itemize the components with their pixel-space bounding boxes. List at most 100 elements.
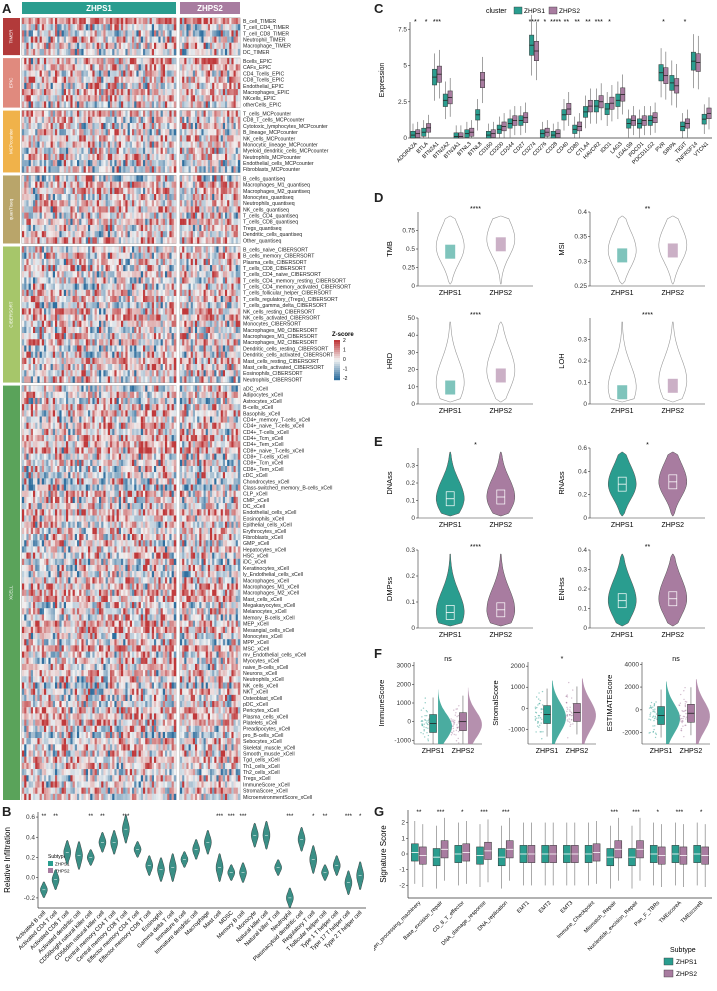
heatmap-cell bbox=[94, 129, 97, 136]
heatmap-cell bbox=[107, 82, 111, 90]
heatmap-cell bbox=[57, 30, 60, 37]
heatmap-cell bbox=[143, 160, 146, 167]
heatmap-cell bbox=[35, 141, 38, 148]
heatmap-cell bbox=[90, 181, 93, 188]
heatmap-cell bbox=[35, 122, 38, 130]
heatmap-cell bbox=[212, 265, 215, 272]
heatmap-cell bbox=[99, 135, 102, 142]
heatmap-cell bbox=[216, 129, 219, 136]
heatmap-cell bbox=[235, 289, 239, 297]
heatmap-cell bbox=[182, 166, 185, 173]
heatmap-cell bbox=[171, 206, 174, 213]
heatmap-cell bbox=[140, 308, 144, 315]
heatmap-cell bbox=[110, 95, 113, 102]
heatmap-cell bbox=[121, 314, 124, 321]
heatmap-cell bbox=[35, 308, 38, 315]
heatmap-cell bbox=[63, 224, 67, 232]
heatmap-cell bbox=[235, 70, 239, 77]
heatmap-cell bbox=[52, 246, 56, 253]
heatmap-row bbox=[22, 24, 241, 31]
heatmap-cell bbox=[57, 110, 60, 117]
heatmap-cell bbox=[90, 295, 93, 303]
heatmap-cell bbox=[218, 200, 221, 207]
heatmap-cell bbox=[173, 295, 177, 303]
heatmap-cell bbox=[214, 231, 217, 238]
heatmap-cell bbox=[210, 116, 213, 124]
heatmap-cell bbox=[140, 42, 144, 50]
heatmap-cell bbox=[165, 283, 168, 290]
heatmap-cell bbox=[110, 218, 113, 226]
heatmap-cell bbox=[114, 95, 117, 102]
heatmap-cell bbox=[28, 181, 31, 188]
heatmap-cell bbox=[46, 308, 49, 315]
heatmap-row bbox=[22, 295, 241, 303]
heatmap-cell bbox=[225, 110, 228, 117]
heatmap-cell bbox=[149, 295, 152, 303]
heatmap-cell bbox=[48, 295, 51, 303]
heatmap-cell bbox=[190, 200, 194, 207]
heatmap-cell bbox=[57, 153, 60, 161]
heatmap-cell bbox=[50, 122, 53, 130]
heatmap-cell bbox=[180, 18, 183, 25]
heatmap-cell bbox=[210, 252, 213, 259]
heatmap-cell bbox=[112, 237, 115, 244]
heatmap-cell bbox=[39, 187, 42, 195]
heatmap-cell bbox=[22, 166, 25, 173]
heatmap-cell bbox=[145, 237, 148, 244]
heatmap-cell bbox=[101, 70, 104, 77]
heatmap-cell bbox=[125, 283, 128, 290]
heatmap-cell bbox=[235, 314, 239, 321]
heatmap-cell bbox=[70, 302, 73, 309]
heatmap-row bbox=[22, 153, 241, 161]
heatmap-cell bbox=[90, 36, 93, 43]
heatmap-cell bbox=[92, 18, 95, 25]
heatmap-cell bbox=[184, 194, 187, 201]
heatmap-cell bbox=[26, 89, 29, 96]
heatmap-cell bbox=[24, 42, 27, 50]
heatmap-cell bbox=[116, 206, 119, 213]
heatmap-cell bbox=[52, 320, 56, 328]
heatmap-cell bbox=[220, 181, 224, 188]
heatmap-cell bbox=[165, 326, 168, 334]
heatmap-row-label: T_cells_CD4_memory_resting_CIBERSORT bbox=[243, 278, 347, 284]
heatmap-cell bbox=[203, 36, 206, 43]
heatmap-cell bbox=[30, 181, 34, 188]
heatmap-cell bbox=[94, 181, 97, 188]
heatmap-cell bbox=[61, 122, 64, 130]
heatmap-cell bbox=[24, 231, 27, 238]
heatmap-cell bbox=[114, 271, 117, 278]
heatmap-cell bbox=[149, 30, 152, 37]
heatmap-cell bbox=[149, 89, 152, 96]
heatmap-cell bbox=[114, 116, 117, 124]
heatmap-row bbox=[22, 64, 241, 71]
heatmap-cell bbox=[197, 289, 200, 297]
heatmap-cell bbox=[203, 141, 206, 148]
heatmap-cell bbox=[158, 333, 161, 340]
heatmap-cell bbox=[72, 70, 75, 77]
heatmap-cell bbox=[37, 326, 40, 334]
heatmap-cell bbox=[169, 224, 172, 232]
heatmap-cell bbox=[180, 224, 183, 232]
heatmap-cell bbox=[145, 194, 148, 201]
heatmap-cell bbox=[68, 18, 71, 25]
heatmap-cell bbox=[167, 82, 170, 90]
heatmap-cell bbox=[201, 82, 204, 90]
heatmap-row-label: T_cell_CD4_TIMER bbox=[243, 25, 289, 31]
heatmap-cell bbox=[165, 166, 168, 173]
heatmap-cell bbox=[114, 135, 117, 142]
heatmap-cell bbox=[37, 231, 40, 238]
heatmap-cell bbox=[147, 64, 150, 71]
heatmap-cell bbox=[48, 224, 51, 232]
heatmap-cell bbox=[156, 166, 159, 173]
heatmap-cell bbox=[55, 265, 58, 272]
heatmap-cell bbox=[52, 166, 56, 173]
heatmap-cell bbox=[118, 271, 122, 278]
heatmap-cell bbox=[24, 36, 27, 43]
heatmap-cell bbox=[68, 302, 71, 309]
heatmap-cell bbox=[81, 30, 84, 37]
heatmap-cell bbox=[165, 231, 168, 238]
heatmap-cell bbox=[231, 48, 234, 56]
heatmap-cell bbox=[92, 116, 95, 124]
heatmap-cell bbox=[136, 283, 139, 290]
heatmap-cell bbox=[184, 258, 187, 266]
